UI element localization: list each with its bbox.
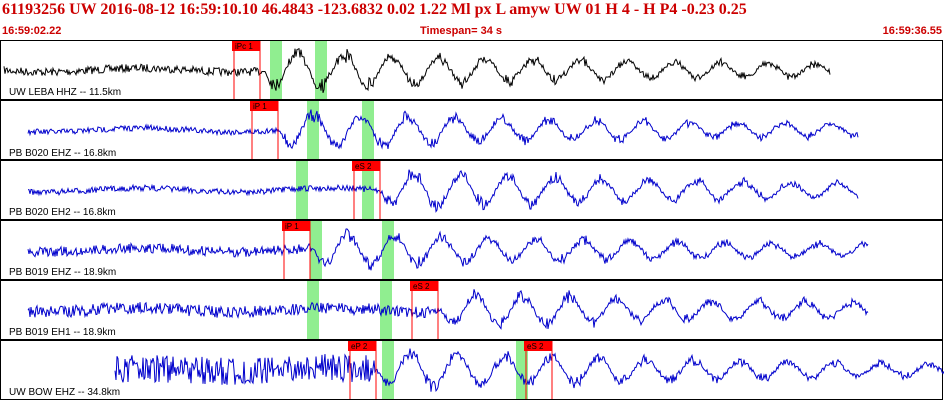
waveform-trace (114, 348, 944, 393)
trace-label-5: UW BOW EHZ -- 34.8km (8, 387, 122, 398)
time-window-0 (307, 281, 319, 339)
trace-label-0: UW LEBA HHZ -- 11.5km (8, 87, 123, 98)
time-window-1 (380, 281, 392, 339)
trace-panel-1[interactable]: iP 1 (0, 100, 943, 160)
svg-text:eS 2: eS 2 (355, 162, 372, 171)
trace-label-2: PB B020 EH2 -- 16.8km (8, 207, 117, 218)
svg-text:iP 1: iP 1 (253, 102, 267, 111)
time-window-1 (362, 161, 374, 219)
trace-label-1: PB B020 EHZ -- 16.8km (8, 148, 118, 159)
trace-panel-0[interactable]: iPc 1 (0, 40, 943, 100)
pick-marker[interactable]: eS 2 (352, 161, 381, 219)
svg-text:iPc 1: iPc 1 (235, 42, 253, 51)
time-window-0 (307, 101, 319, 159)
trace-panel-5[interactable]: eP 2 eS 2 (0, 340, 944, 400)
time-window-1 (516, 341, 528, 399)
svg-text:iP 1: iP 1 (285, 222, 299, 231)
pick-marker[interactable]: iPc 1 (232, 41, 261, 99)
waveform-trace (27, 289, 869, 330)
timespan: Timespan= 34 s (420, 25, 503, 37)
time-window-0 (382, 341, 394, 399)
trace-label-3: PB B019 EHZ -- 18.9km (8, 267, 118, 278)
waveform-trace (3, 47, 831, 93)
svg-text:eS 2: eS 2 (527, 342, 544, 351)
start-time: 16:59:02.22 (2, 25, 62, 37)
time-window-0 (310, 221, 322, 279)
waveform-trace (27, 228, 869, 271)
pick-marker[interactable]: iP 1 (250, 101, 279, 159)
svg-text:eP 2: eP 2 (351, 342, 368, 351)
pick-marker[interactable]: eS 2 (410, 281, 439, 339)
event-title: 61193256 UW 2016-08-12 16:59:10.10 46.48… (2, 1, 747, 18)
trace-panel-2[interactable]: eS 2 (0, 160, 943, 220)
time-window-1 (382, 221, 394, 279)
pick-marker[interactable]: eS 2 (524, 341, 553, 399)
trace-panel-4[interactable]: eS 2 (0, 280, 943, 340)
pick-marker[interactable]: eP 2 (348, 341, 377, 399)
trace-panel-3[interactable]: iP 1 (0, 220, 943, 280)
trace-label-4: PB B019 EH1 -- 18.9km (8, 327, 117, 338)
pick-marker[interactable]: iP 1 (282, 221, 311, 279)
waveform-trace (27, 169, 859, 213)
svg-text:eS 2: eS 2 (413, 282, 430, 291)
waveform-trace (27, 109, 859, 150)
end-time: 16:59:36.55 (882, 25, 942, 37)
time-window-1 (362, 101, 374, 159)
header: 61193256 UW 2016-08-12 16:59:10.10 46.48… (0, 0, 944, 40)
